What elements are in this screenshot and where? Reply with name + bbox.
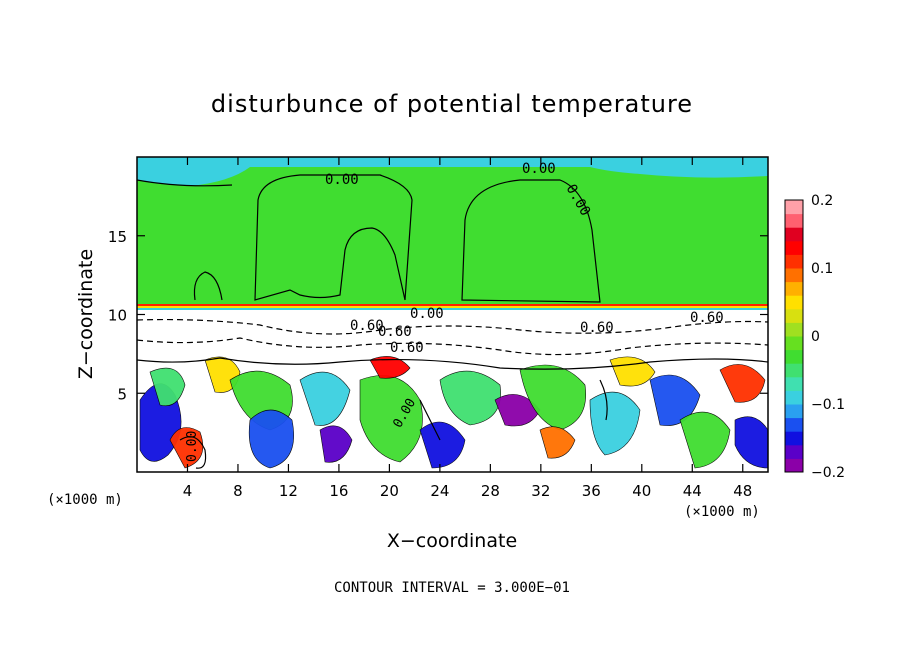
contour-label: 0.60 (350, 318, 384, 334)
x-tick-label: 12 (279, 482, 298, 500)
contour-interval: CONTOUR INTERVAL = 3.000E−01 (334, 580, 570, 596)
contour-label: 0.00 (410, 306, 444, 322)
colorbar-tick-label: 0.1 (811, 261, 833, 277)
colorbar-swatch (785, 268, 803, 283)
y-tick-label: 15 (108, 228, 127, 246)
colorbar-swatch (785, 431, 803, 446)
contour-lines (137, 174, 768, 469)
turbulent-patch (299, 371, 351, 426)
x-tick-label: 20 (380, 482, 399, 500)
colorbar-swatch (785, 281, 803, 296)
x-tick-label: 8 (233, 482, 243, 500)
y-axis-label: Z−coordinate (75, 249, 97, 379)
contour-label: 0.60 (580, 320, 614, 336)
turbulent-patch (734, 416, 768, 469)
turbulent-patch (649, 374, 701, 426)
colorbar-swatch (785, 336, 803, 351)
turbulent-patch (248, 409, 294, 469)
top-cyan-band (137, 157, 768, 167)
turbulent-patch (679, 411, 731, 469)
x-tick-label: 4 (183, 482, 193, 500)
x-tick-label: 24 (430, 482, 449, 500)
inversion-yellow (137, 306, 768, 308)
x-axis-label: X−coordinate (387, 530, 517, 552)
x-tick-label: 36 (582, 482, 601, 500)
colorbar-swatch (785, 295, 803, 310)
colorbar-tick-label: −0.1 (811, 397, 845, 413)
x-unit-left: (×1000 m) (47, 492, 123, 508)
turbulent-patch (609, 356, 656, 387)
colorbar-swatch (785, 308, 803, 323)
colorbar-swatch (785, 363, 803, 378)
x-tick-label: 28 (481, 482, 500, 500)
contour-label: 0.60 (390, 340, 424, 356)
turbulent-patch (589, 391, 641, 456)
turbulent-patch (439, 370, 501, 426)
colorbar-swatch (785, 213, 803, 228)
colorbar-tick-label: −0.2 (811, 465, 845, 481)
colorbar-swatch (785, 322, 803, 337)
contour-label: 0.00 (185, 431, 200, 462)
x-unit-right: (×1000 m) (684, 504, 760, 520)
contour-label: 0.60 (378, 324, 412, 340)
turbulent-patch (319, 425, 353, 463)
colorbar-swatch (785, 227, 803, 242)
colorbar-swatch (785, 376, 803, 391)
colorbar (785, 200, 803, 473)
turbulent-patch (519, 364, 587, 431)
turbulent-patch (369, 356, 411, 379)
turbulent-patch (359, 375, 423, 463)
inversion-cyan (137, 308, 768, 310)
top-cyan-patch (137, 167, 250, 186)
turbulent-patch (539, 426, 576, 459)
colorbar-ticks: 0.2 0.1 0 −0.1 −0.2 (811, 193, 845, 481)
x-axis-ticks: 4 8 12 16 20 24 28 32 36 40 44 48 (183, 157, 752, 500)
colorbar-swatch (785, 200, 803, 215)
contour-label: 0.60 (690, 310, 724, 326)
x-tick-label: 40 (632, 482, 651, 500)
colorbar-swatch (785, 390, 803, 405)
x-tick-label: 44 (683, 482, 702, 500)
colorbar-swatch (785, 240, 803, 255)
colorbar-swatch (785, 417, 803, 432)
turbulent-patch (149, 367, 186, 407)
y-tick-label: 10 (108, 307, 127, 325)
colorbar-swatch (785, 349, 803, 364)
y-axis-ticks: 5 10 15 (108, 228, 768, 403)
colorbar-tick-label: 0 (811, 329, 820, 345)
turbulent-patch (719, 364, 766, 403)
x-tick-label: 48 (733, 482, 752, 500)
contour-label: 0.00 (325, 172, 359, 188)
contour-label: 0.00 (522, 161, 556, 177)
turbulent-patch (419, 421, 466, 469)
upper-field (137, 157, 768, 305)
colorbar-swatch (785, 254, 803, 269)
plot-area: 0.00 0.00 0.00 0.00 0.60 0.60 0.60 0.60 … (137, 157, 768, 472)
colorbar-tick-label: 0.2 (811, 193, 833, 209)
inversion-red (137, 304, 768, 306)
top-cyan-patch-right (590, 167, 768, 178)
y-tick-label: 5 (117, 385, 127, 403)
chart-title: disturbunce of potential temperature (211, 90, 693, 118)
contour-value-labels: 0.00 0.00 0.00 0.00 0.60 0.60 0.60 0.60 … (185, 161, 724, 462)
colorbar-swatch (785, 444, 803, 459)
colorbar-swatch (785, 458, 803, 473)
colorbar-frame (784, 199, 804, 473)
turbulent-patches (139, 356, 768, 469)
colorbar-swatch (785, 404, 803, 419)
x-tick-label: 32 (531, 482, 550, 500)
x-tick-label: 16 (329, 482, 348, 500)
